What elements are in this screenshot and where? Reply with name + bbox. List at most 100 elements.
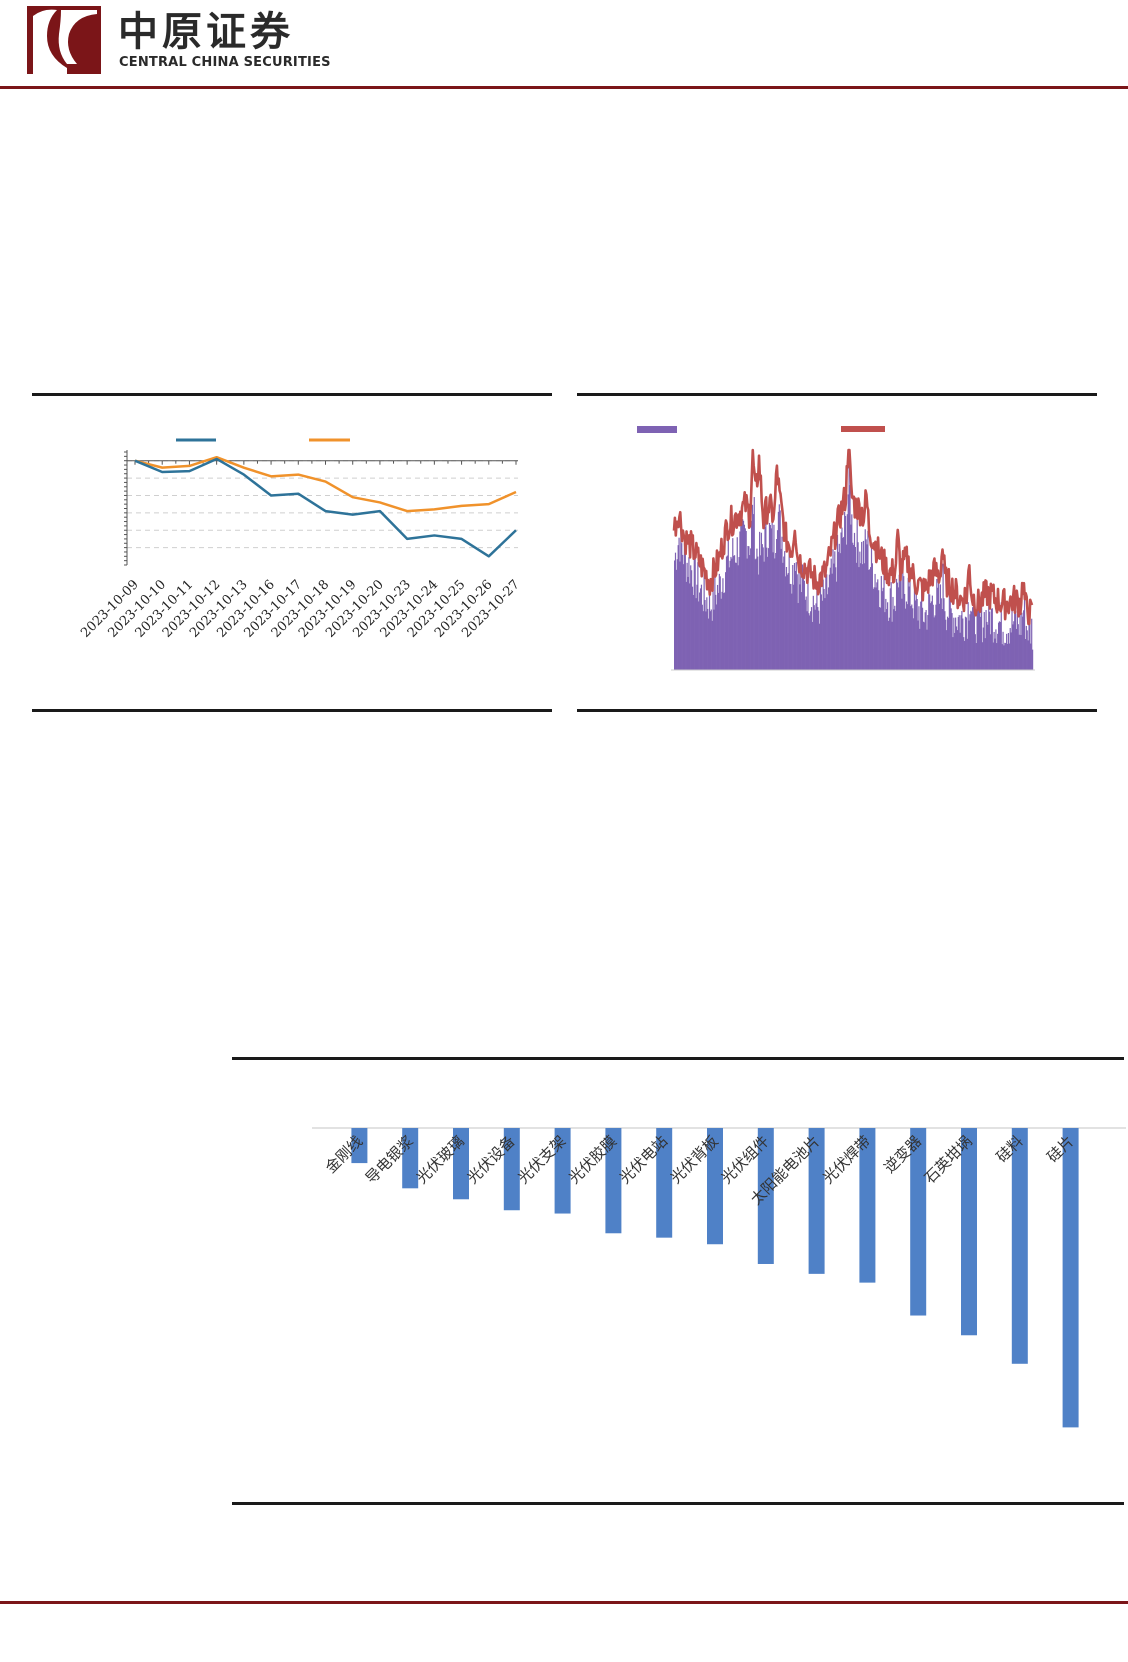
volume-bar	[755, 558, 757, 670]
volume-bar	[767, 548, 770, 670]
volume-bar	[788, 550, 790, 670]
volume-bar	[684, 552, 686, 670]
volume-bar	[981, 642, 984, 670]
volume-bar	[805, 596, 807, 670]
volume-bar	[771, 519, 773, 670]
chart2-top-rule	[577, 393, 1097, 396]
volume-bar	[867, 530, 869, 670]
volume-bar	[994, 638, 996, 670]
volume-bar	[783, 556, 785, 670]
volume-bar	[828, 574, 831, 670]
volume-bar	[909, 570, 911, 670]
volume-bar	[978, 604, 980, 670]
line-chart-performance: 2023-10-092023-10-102023-10-112023-10-12…	[78, 438, 523, 641]
volume-bar	[759, 531, 761, 670]
volume-bar	[836, 534, 839, 670]
volume-bar	[1024, 639, 1027, 670]
volume-bar	[941, 608, 943, 670]
volume-bar	[798, 568, 800, 670]
volume-bar	[1014, 602, 1016, 670]
volume-bar	[682, 554, 684, 670]
volume-bar	[870, 545, 873, 670]
volume-bar	[767, 556, 769, 670]
volume-bar	[1005, 643, 1007, 670]
category-bar	[402, 1128, 419, 1189]
volume-bar	[877, 579, 879, 670]
brand-name-english: CENTRAL CHINA SECURITIES	[119, 55, 331, 70]
volume-bar	[826, 574, 828, 670]
volume-bar	[704, 600, 706, 670]
volume-bar	[983, 612, 985, 670]
volume-bar	[914, 600, 916, 670]
volume-bar	[834, 551, 836, 670]
volume-bar	[1026, 630, 1028, 670]
volume-bar	[1014, 613, 1017, 670]
volume-bar	[849, 485, 851, 670]
volume-bar	[840, 532, 842, 670]
company-logo	[27, 6, 101, 75]
volume-bar	[743, 524, 746, 670]
volume-bar	[960, 615, 962, 670]
volume-bar	[679, 561, 681, 670]
volume-bar	[929, 603, 932, 670]
bar-chart-subsector-change: 金刚线导电银浆光伏玻璃光伏设备光伏支架光伏胶膜光伏电站光伏背板光伏组件太阳能电池…	[312, 1127, 1126, 1428]
volume-bar	[1025, 625, 1027, 670]
volume-bar	[962, 618, 964, 670]
volume-bar	[708, 618, 710, 670]
volume-bar	[777, 511, 780, 670]
volume-bar	[992, 642, 994, 670]
volume-bar	[1009, 628, 1011, 670]
volume-bar	[853, 532, 856, 670]
volume-bar	[895, 611, 897, 670]
volume-bar	[799, 584, 801, 670]
volume-bar	[924, 612, 926, 670]
volume-bar	[795, 562, 797, 670]
volume-bar	[779, 510, 781, 670]
volume-bar	[888, 617, 890, 670]
volume-bar	[884, 612, 886, 670]
volume-bar	[817, 607, 819, 670]
volume-bar	[732, 538, 734, 670]
volume-bar	[739, 531, 741, 670]
volume-bar	[855, 562, 857, 670]
volume-bar	[863, 563, 865, 670]
volume-bar	[731, 558, 733, 670]
volume-bar	[901, 598, 903, 670]
volume-bar	[923, 622, 925, 670]
volume-bar	[685, 581, 687, 670]
volume-bar	[754, 559, 756, 670]
volume-bar	[1008, 643, 1010, 670]
volume-bar	[921, 607, 924, 670]
volume-bar	[853, 544, 855, 670]
volume-bar	[931, 595, 933, 670]
volume-bar	[879, 607, 882, 670]
volume-bar	[970, 610, 972, 670]
volume-bar	[873, 587, 875, 670]
volume-bar	[806, 611, 808, 670]
volume-bar	[912, 608, 914, 670]
volume-bar	[756, 548, 758, 670]
volume-bar	[1003, 645, 1005, 670]
volume-bar	[769, 524, 771, 670]
volume-bar	[934, 615, 936, 670]
volume-bar	[691, 586, 694, 670]
volume-bar	[746, 558, 748, 670]
header-divider	[0, 86, 1128, 89]
volume-bar	[943, 598, 945, 670]
volume-bar	[818, 610, 820, 670]
volume-bar	[899, 568, 901, 670]
volume-bar	[988, 593, 990, 670]
volume-bar	[680, 525, 682, 670]
volume-bar	[708, 589, 711, 670]
chart3-top-rule	[232, 1057, 1124, 1060]
volume-bar	[682, 564, 685, 670]
volume-bar	[878, 607, 881, 670]
volume-bar	[1010, 632, 1012, 670]
volume-bar	[844, 511, 846, 670]
volume-bar	[819, 584, 822, 670]
volume-bar	[973, 599, 976, 670]
volume-bar	[938, 603, 941, 670]
volume-bar	[920, 601, 922, 670]
volume-bar	[759, 555, 762, 670]
volume-bar	[895, 578, 898, 670]
